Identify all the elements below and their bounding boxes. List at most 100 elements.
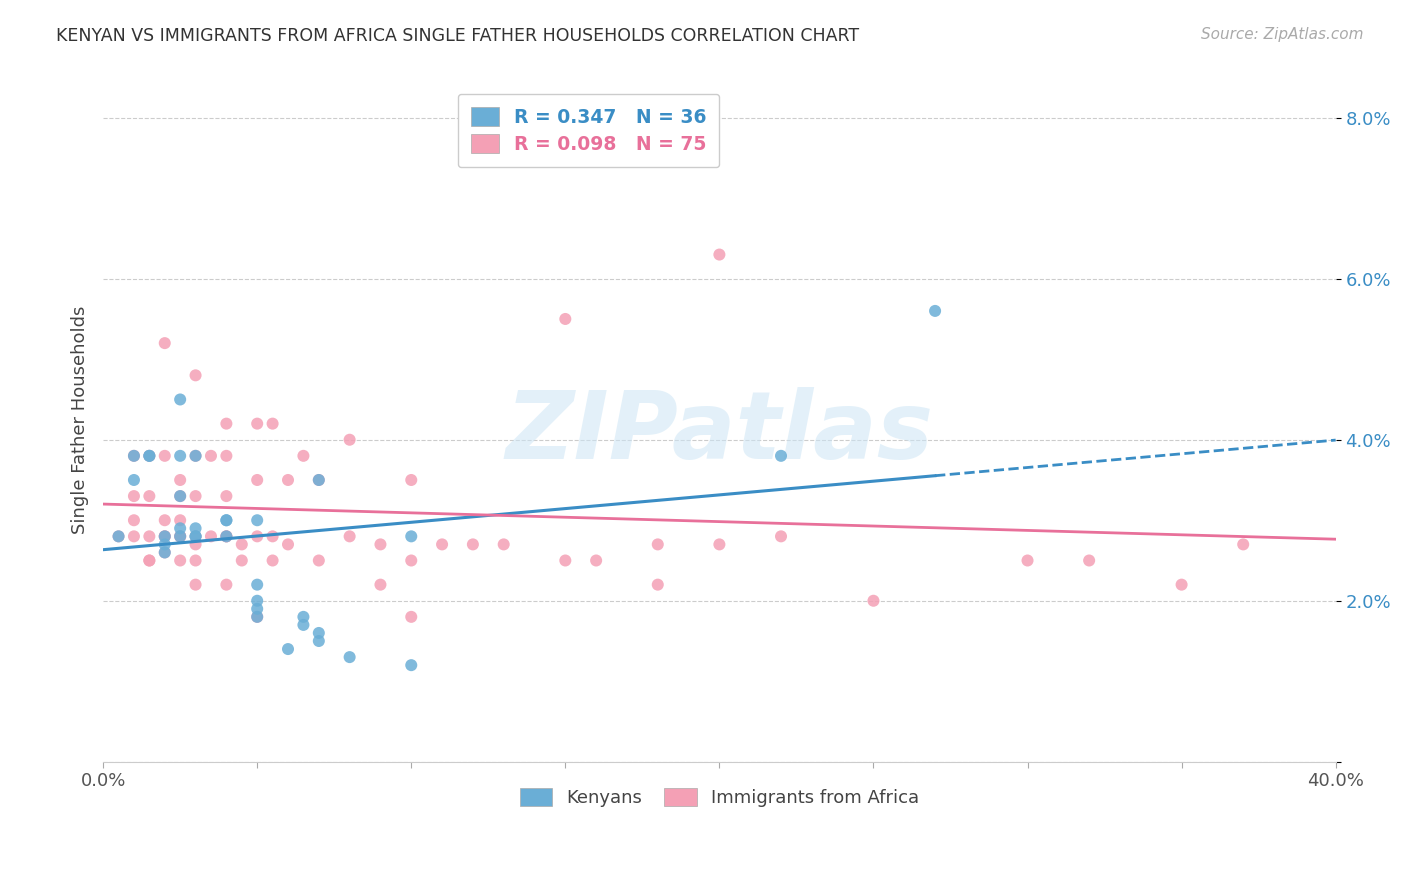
Point xyxy=(138,449,160,463)
Legend: Kenyans, Immigrants from Africa: Kenyans, Immigrants from Africa xyxy=(512,780,927,814)
Point xyxy=(461,537,484,551)
Point xyxy=(184,529,207,543)
Point xyxy=(246,602,269,616)
Point xyxy=(277,642,299,657)
Point xyxy=(246,593,269,607)
Point xyxy=(924,304,946,318)
Point xyxy=(215,513,238,527)
Point xyxy=(184,449,207,463)
Point xyxy=(122,473,145,487)
Point xyxy=(184,529,207,543)
Point xyxy=(1170,577,1192,591)
Point xyxy=(430,537,453,551)
Point xyxy=(277,473,299,487)
Point xyxy=(215,529,238,543)
Point xyxy=(647,537,669,551)
Point xyxy=(862,593,884,607)
Point xyxy=(246,473,269,487)
Point xyxy=(169,529,191,543)
Point xyxy=(401,529,423,543)
Point xyxy=(153,529,176,543)
Point xyxy=(107,529,129,543)
Point xyxy=(215,449,238,463)
Point xyxy=(184,553,207,567)
Y-axis label: Single Father Households: Single Father Households xyxy=(72,305,89,533)
Point xyxy=(262,529,284,543)
Point xyxy=(308,553,330,567)
Point xyxy=(401,610,423,624)
Point xyxy=(1078,553,1101,567)
Point xyxy=(246,529,269,543)
Point xyxy=(231,553,253,567)
Point xyxy=(169,489,191,503)
Text: ZIPatlas: ZIPatlas xyxy=(505,387,934,479)
Point xyxy=(138,553,160,567)
Point xyxy=(153,537,176,551)
Point xyxy=(184,368,207,383)
Point xyxy=(709,247,731,261)
Point xyxy=(169,392,191,407)
Point xyxy=(709,537,731,551)
Point xyxy=(153,513,176,527)
Point xyxy=(246,610,269,624)
Point xyxy=(370,537,392,551)
Text: KENYAN VS IMMIGRANTS FROM AFRICA SINGLE FATHER HOUSEHOLDS CORRELATION CHART: KENYAN VS IMMIGRANTS FROM AFRICA SINGLE … xyxy=(56,27,859,45)
Point xyxy=(122,529,145,543)
Point xyxy=(153,545,176,559)
Point xyxy=(246,417,269,431)
Point xyxy=(246,513,269,527)
Point xyxy=(169,513,191,527)
Point xyxy=(554,553,576,567)
Point xyxy=(215,513,238,527)
Point xyxy=(184,521,207,535)
Point xyxy=(308,473,330,487)
Point xyxy=(169,529,191,543)
Point xyxy=(215,529,238,543)
Point xyxy=(153,545,176,559)
Point xyxy=(138,449,160,463)
Point xyxy=(246,610,269,624)
Point xyxy=(292,618,315,632)
Point xyxy=(647,577,669,591)
Point xyxy=(262,553,284,567)
Point xyxy=(184,489,207,503)
Point xyxy=(308,473,330,487)
Point xyxy=(169,489,191,503)
Point xyxy=(1017,553,1039,567)
Point xyxy=(184,529,207,543)
Point xyxy=(122,449,145,463)
Point xyxy=(1232,537,1254,551)
Point xyxy=(292,449,315,463)
Point xyxy=(169,473,191,487)
Point xyxy=(277,537,299,551)
Point xyxy=(107,529,129,543)
Point xyxy=(215,489,238,503)
Point xyxy=(153,449,176,463)
Point xyxy=(169,529,191,543)
Point xyxy=(138,449,160,463)
Point xyxy=(339,529,361,543)
Point xyxy=(184,449,207,463)
Point xyxy=(200,529,222,543)
Point xyxy=(169,449,191,463)
Point xyxy=(308,626,330,640)
Point xyxy=(215,529,238,543)
Point xyxy=(169,553,191,567)
Point xyxy=(138,529,160,543)
Point xyxy=(215,577,238,591)
Point xyxy=(461,151,484,165)
Point xyxy=(153,529,176,543)
Point xyxy=(554,312,576,326)
Point xyxy=(184,537,207,551)
Point xyxy=(231,537,253,551)
Point xyxy=(153,336,176,351)
Point xyxy=(339,433,361,447)
Point xyxy=(401,473,423,487)
Point xyxy=(122,449,145,463)
Point xyxy=(401,658,423,673)
Point xyxy=(769,529,792,543)
Point xyxy=(370,577,392,591)
Point xyxy=(769,449,792,463)
Point xyxy=(308,634,330,648)
Point xyxy=(262,417,284,431)
